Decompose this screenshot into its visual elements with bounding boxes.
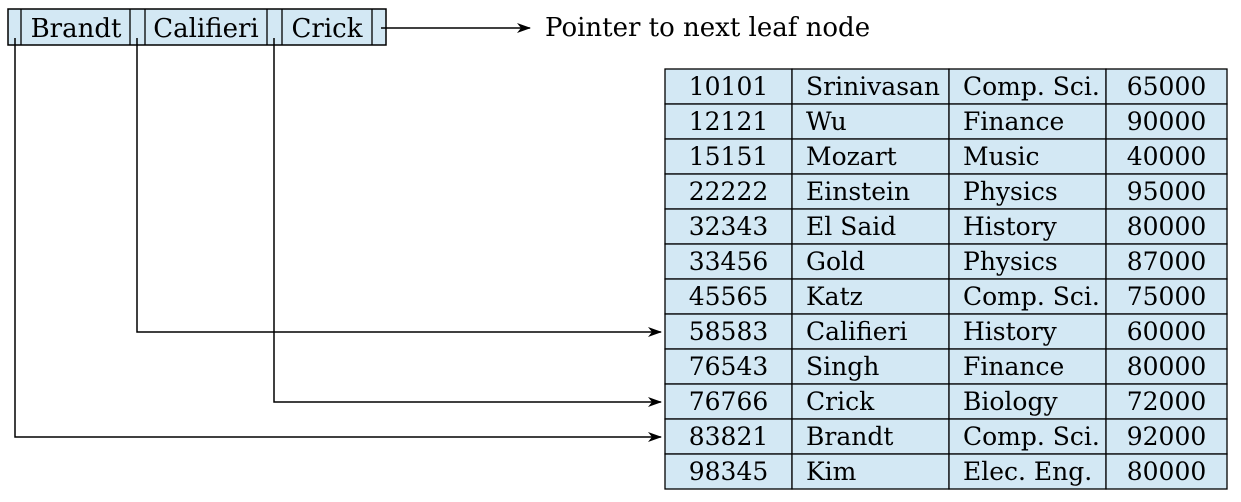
table-row: 12121 Wu Finance 90000 xyxy=(664,103,1228,140)
cell-text-dept: History xyxy=(963,212,1058,241)
cell-text-dept: Comp. Sci. xyxy=(963,282,1100,311)
next-leaf-pointer-label: Pointer to next leaf node xyxy=(545,13,870,43)
cell-text-name: Wu xyxy=(806,107,847,136)
table-cell-id xyxy=(664,68,793,105)
leaf-node-frame xyxy=(7,8,387,46)
cell-text-id: 58583 xyxy=(689,317,769,346)
table-cell-name xyxy=(791,383,950,420)
leaf-key-califieri: Califieri xyxy=(153,14,259,44)
leaf-node: Brandt Califieri Crick xyxy=(7,8,387,46)
cell-text-salary: 40000 xyxy=(1127,142,1207,171)
cell-text-name: El Said xyxy=(806,212,896,241)
cell-text-id: 76766 xyxy=(689,387,769,416)
cell-text-dept: Finance xyxy=(963,107,1064,136)
cell-text-salary: 80000 xyxy=(1127,352,1207,381)
pointer-arrow-califieri xyxy=(136,38,662,337)
cell-text-name: Singh xyxy=(806,352,879,381)
table-cell-name xyxy=(791,68,950,105)
cell-text-id: 98345 xyxy=(689,457,769,486)
cell-text-dept: History xyxy=(963,317,1058,346)
cell-text-id: 45565 xyxy=(689,282,769,311)
cell-text-salary: 92000 xyxy=(1127,422,1207,451)
leaf-key-crick: Crick xyxy=(292,14,363,44)
table-row: 76543 Singh Finance 80000 xyxy=(664,348,1228,385)
cell-text-name: Kim xyxy=(806,457,857,486)
pointer-arrow-crick xyxy=(273,38,662,407)
table-row: 76766 Crick Biology 72000 xyxy=(664,383,1228,420)
table-row: 58583 Califieri History 60000 xyxy=(664,313,1228,350)
table-row: 98345 Kim Elec. Eng. 80000 xyxy=(664,453,1228,490)
table-cell-dept xyxy=(948,348,1107,385)
table-cell-id xyxy=(664,103,793,140)
table-cell-name xyxy=(791,453,950,490)
record-pointers xyxy=(14,38,662,442)
table-row: 83821 Brandt Comp. Sci. 92000 xyxy=(664,418,1228,455)
table-cell-salary xyxy=(1105,173,1228,210)
table-cell-dept xyxy=(948,313,1107,350)
table-cell-name xyxy=(791,208,950,245)
cell-text-id: 10101 xyxy=(689,72,769,101)
table-cell-salary xyxy=(1105,383,1228,420)
cell-text-dept: Music xyxy=(963,142,1040,171)
cell-text-name: Srinivasan xyxy=(806,72,940,101)
cell-text-salary: 75000 xyxy=(1127,282,1207,311)
table-cell-name xyxy=(791,418,950,455)
table-row: 45565 Katz Comp. Sci. 75000 xyxy=(664,278,1228,315)
table-cell-salary xyxy=(1105,453,1228,490)
table-cell-salary xyxy=(1105,138,1228,175)
table-row: 22222 Einstein Physics 95000 xyxy=(664,173,1228,210)
cell-text-dept: Comp. Sci. xyxy=(963,422,1100,451)
table-row: 10101 Srinivasan Comp. Sci. 65000 xyxy=(664,68,1228,105)
cell-text-id: 12121 xyxy=(689,107,769,136)
cell-text-dept: Comp. Sci. xyxy=(963,72,1100,101)
cell-text-name: Katz xyxy=(806,282,863,311)
cell-text-salary: 87000 xyxy=(1127,247,1207,276)
pointer-arrow-brandt xyxy=(14,38,662,442)
cell-text-id: 22222 xyxy=(689,177,769,206)
table-cell-salary xyxy=(1105,348,1228,385)
table-cell-id xyxy=(664,313,793,350)
cell-text-dept: Physics xyxy=(963,247,1058,276)
table-row: 15151 Mozart Music 40000 xyxy=(664,138,1228,175)
table-cell-dept xyxy=(948,278,1107,315)
cell-text-id: 32343 xyxy=(689,212,769,241)
table-cell-dept xyxy=(948,173,1107,210)
cell-text-dept: Biology xyxy=(963,387,1058,416)
cell-text-name: Einstein xyxy=(806,177,910,206)
cell-text-salary: 60000 xyxy=(1127,317,1207,346)
cell-text-salary: 95000 xyxy=(1127,177,1207,206)
cell-text-id: 76543 xyxy=(689,352,769,381)
table-cell-salary xyxy=(1105,418,1228,455)
cell-text-salary: 72000 xyxy=(1127,387,1207,416)
cell-text-salary: 65000 xyxy=(1127,72,1207,101)
cell-text-dept: Physics xyxy=(963,177,1058,206)
table-cell-id xyxy=(664,348,793,385)
table-cell-id xyxy=(664,173,793,210)
cell-text-name: Gold xyxy=(806,247,865,276)
cell-text-dept: Elec. Eng. xyxy=(963,457,1092,486)
cell-text-id: 83821 xyxy=(689,422,769,451)
table-cell-salary xyxy=(1105,313,1228,350)
table-row: 33456 Gold Physics 87000 xyxy=(664,243,1228,280)
instructor-table: 10101 Srinivasan Comp. Sci. 65000 12121 Wu Fin… xyxy=(664,68,1228,490)
cell-text-id: 15151 xyxy=(689,142,769,171)
table-cell-salary xyxy=(1105,68,1228,105)
table-cell-dept xyxy=(948,68,1107,105)
cell-text-salary: 90000 xyxy=(1127,107,1207,136)
cell-text-dept: Finance xyxy=(963,352,1064,381)
table-row: 32343 El Said History 80000 xyxy=(664,208,1228,245)
leaf-key-brandt: Brandt xyxy=(31,14,122,44)
table-cell-id xyxy=(664,418,793,455)
cell-text-name: Califieri xyxy=(806,317,907,346)
cell-text-name: Crick xyxy=(806,387,875,416)
table-cell-salary xyxy=(1105,208,1228,245)
cell-text-id: 33456 xyxy=(689,247,769,276)
table-cell-name xyxy=(791,138,950,175)
cell-text-name: Brandt xyxy=(806,422,893,451)
cell-text-salary: 80000 xyxy=(1127,212,1207,241)
cell-text-name: Mozart xyxy=(806,142,897,171)
cell-text-salary: 80000 xyxy=(1127,457,1207,486)
table-cell-name xyxy=(791,243,950,280)
